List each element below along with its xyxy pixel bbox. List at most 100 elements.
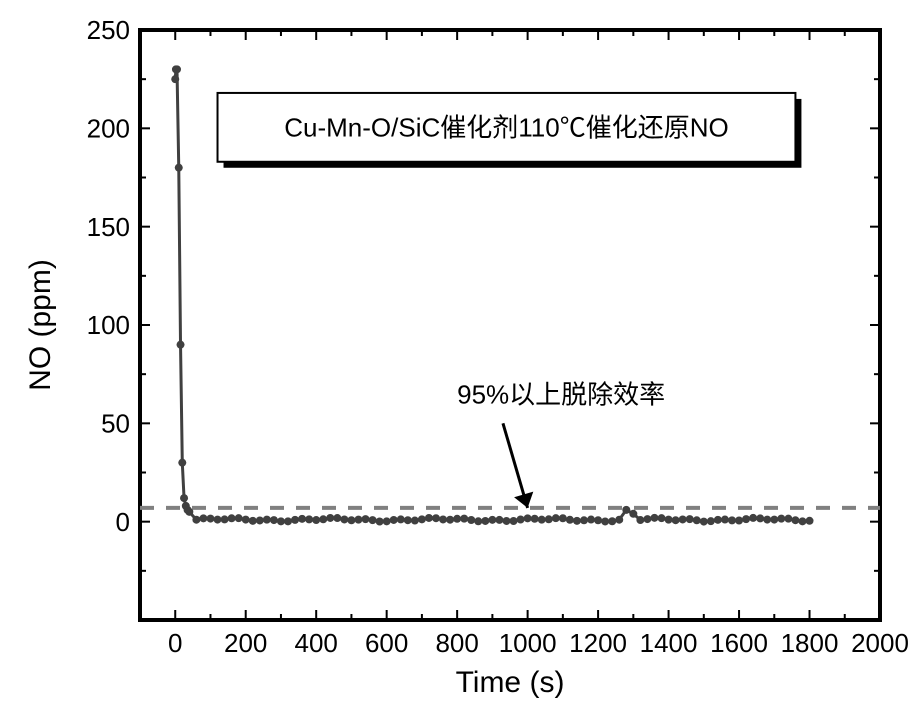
data-marker: [686, 515, 694, 523]
data-marker: [784, 515, 792, 523]
data-marker: [770, 516, 778, 524]
data-marker: [180, 494, 188, 502]
data-marker: [665, 516, 673, 524]
data-marker: [594, 516, 602, 524]
data-marker: [756, 514, 764, 522]
x-tick-label: 200: [224, 628, 267, 658]
x-tick-label: 400: [294, 628, 337, 658]
data-marker: [171, 75, 179, 83]
data-marker: [672, 516, 680, 524]
x-tick-label: 1000: [499, 628, 557, 658]
y-tick-label: 200: [87, 113, 130, 143]
data-marker: [291, 516, 299, 524]
data-marker: [319, 515, 327, 523]
data-marker: [390, 516, 398, 524]
y-tick-label: 250: [87, 15, 130, 45]
y-tick-label: 50: [101, 408, 130, 438]
data-marker: [175, 164, 183, 172]
data-marker: [559, 514, 567, 522]
data-marker: [467, 516, 475, 524]
y-tick-label: 100: [87, 310, 130, 340]
data-marker: [446, 516, 454, 524]
data-marker: [214, 516, 222, 524]
data-marker: [552, 514, 560, 522]
x-tick-label: 1200: [569, 628, 627, 658]
data-marker: [763, 516, 771, 524]
x-tick-label: 1600: [710, 628, 768, 658]
data-marker: [453, 515, 461, 523]
data-marker: [615, 516, 623, 524]
data-marker: [340, 515, 348, 523]
data-marker: [735, 517, 743, 525]
data-marker: [502, 517, 510, 525]
y-tick-label: 150: [87, 212, 130, 242]
data-marker: [474, 517, 482, 525]
data-marker: [173, 65, 181, 73]
x-tick-label: 0: [168, 628, 182, 658]
title-text: Cu-Mn-O/SiC催化剂110℃催化还原NO: [284, 112, 728, 142]
data-marker: [298, 515, 306, 523]
data-marker: [798, 517, 806, 525]
data-marker: [538, 516, 546, 524]
data-marker: [481, 517, 489, 525]
data-marker: [305, 515, 313, 523]
data-marker: [791, 516, 799, 524]
y-axis-label: NO (ppm): [24, 259, 57, 391]
data-marker: [580, 516, 588, 524]
data-marker: [601, 517, 609, 525]
data-marker: [700, 518, 708, 526]
data-marker: [383, 517, 391, 525]
data-marker: [256, 516, 264, 524]
x-tick-label: 1400: [640, 628, 698, 658]
data-marker: [177, 341, 185, 349]
data-marker: [206, 515, 214, 523]
data-marker: [545, 515, 553, 523]
data-marker: [270, 516, 278, 524]
data-marker: [235, 514, 243, 522]
data-marker: [192, 516, 200, 524]
data-marker: [369, 516, 377, 524]
data-marker: [636, 516, 644, 524]
data-marker: [263, 516, 271, 524]
data-marker: [185, 508, 193, 516]
data-marker: [707, 517, 715, 525]
data-marker: [510, 517, 518, 525]
data-marker: [228, 514, 236, 522]
data-marker: [397, 515, 405, 523]
data-marker: [326, 514, 334, 522]
data-marker: [460, 515, 468, 523]
x-tick-label: 2000: [851, 628, 909, 658]
data-marker: [242, 516, 250, 524]
x-tick-label: 600: [365, 628, 408, 658]
data-marker: [679, 515, 687, 523]
data-marker: [333, 514, 341, 522]
data-marker: [806, 517, 814, 525]
data-marker: [347, 516, 355, 524]
data-marker: [742, 515, 750, 523]
data-marker: [658, 514, 666, 522]
data-marker: [312, 516, 320, 524]
data-marker: [404, 516, 412, 524]
data-marker: [488, 516, 496, 524]
data-marker: [432, 514, 440, 522]
data-marker: [643, 515, 651, 523]
data-marker: [362, 515, 370, 523]
data-marker: [249, 517, 257, 525]
annotation-text: 95%以上脱除效率: [457, 380, 665, 410]
data-marker: [524, 514, 532, 522]
x-tick-label: 1800: [781, 628, 839, 658]
data-marker: [221, 515, 229, 523]
data-marker: [284, 517, 292, 525]
data-marker: [517, 516, 525, 524]
data-marker: [693, 516, 701, 524]
data-marker: [418, 515, 426, 523]
data-marker: [608, 517, 616, 525]
y-tick-label: 0: [116, 507, 130, 537]
data-marker: [749, 514, 757, 522]
data-marker: [777, 515, 785, 523]
data-marker: [411, 517, 419, 525]
data-marker: [728, 516, 736, 524]
data-marker: [354, 516, 362, 524]
data-marker: [277, 517, 285, 525]
data-marker: [199, 514, 207, 522]
